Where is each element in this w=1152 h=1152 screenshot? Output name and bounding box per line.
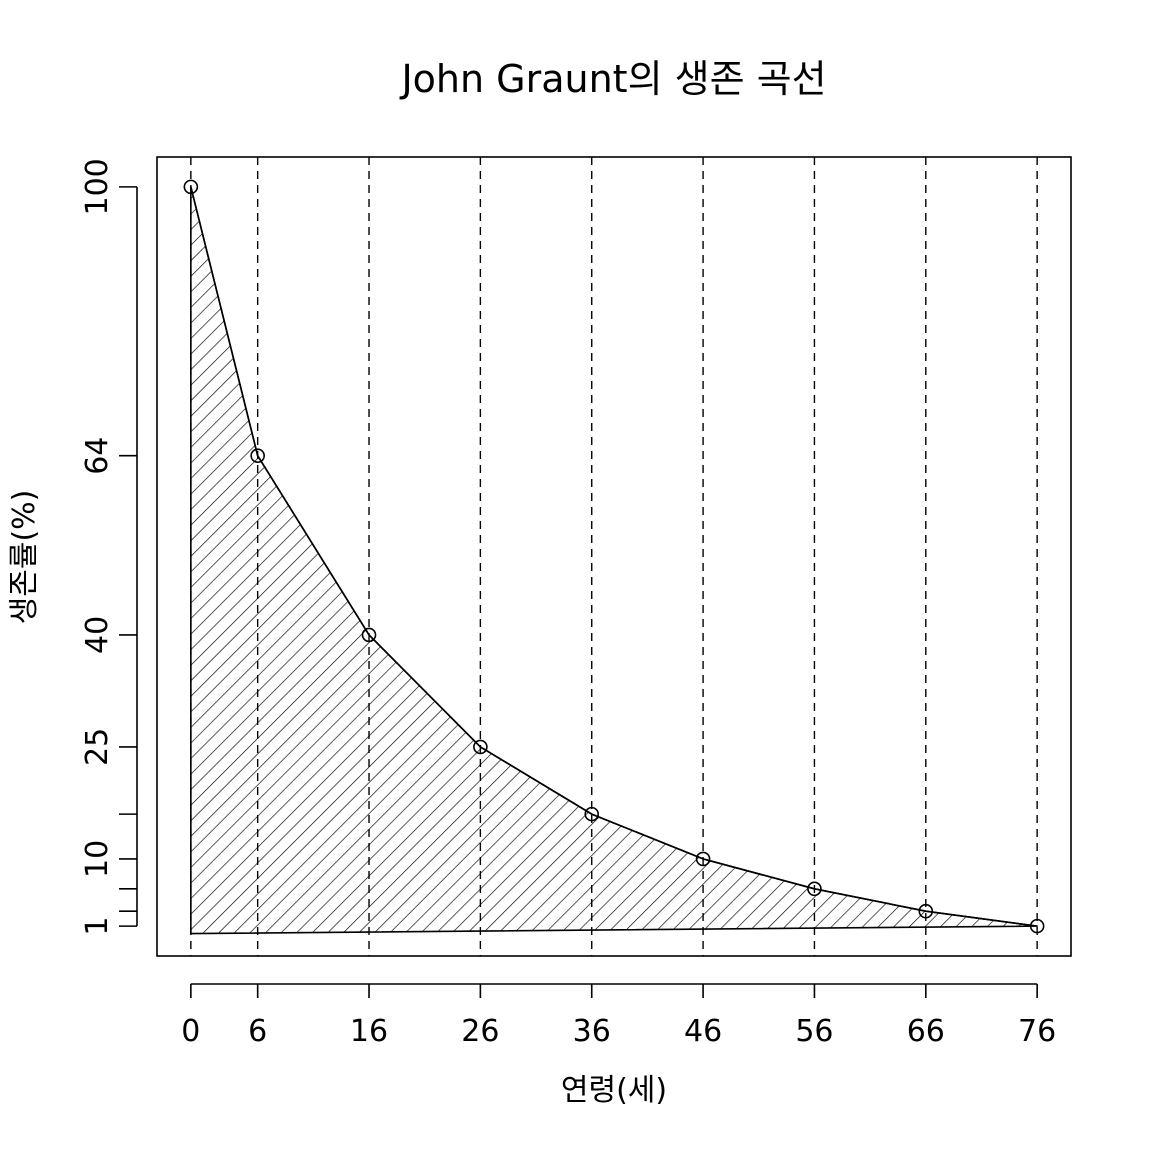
- x-tick-label-56: 56: [795, 1014, 833, 1049]
- y-axis-label: 생존률(%): [7, 490, 42, 625]
- y-tick-label-25: 25: [80, 728, 115, 766]
- hatched-area: [190, 186, 1038, 935]
- y-tick-label-1: 1: [80, 917, 115, 936]
- x-tick-label-36: 36: [573, 1014, 611, 1049]
- data-point-age-26: [473, 739, 488, 755]
- data-point-age-36: [584, 806, 600, 822]
- x-tick-label-16: 16: [350, 1014, 388, 1049]
- data-point-age-56: [807, 881, 822, 897]
- x-tick-label-76: 76: [1018, 1014, 1056, 1049]
- data-point-age-76: [1029, 918, 1045, 934]
- chart-title: John Graunt의 생존 곡선: [399, 57, 826, 101]
- plot-frame: [156, 156, 1072, 957]
- data-point-age-16: [361, 627, 377, 643]
- x-tick-label-66: 66: [907, 1014, 945, 1049]
- x-axis-label: 연령(세): [561, 1073, 667, 1108]
- data-point-age-66: [918, 903, 934, 919]
- x-tick-label-0: 0: [181, 1014, 200, 1049]
- y-tick-label-10: 10: [80, 840, 115, 878]
- y-tick-label-64: 64: [80, 437, 115, 475]
- data-point-age-46: [695, 851, 711, 867]
- data-point-age-6: [250, 448, 265, 463]
- data-point-age-0: [183, 179, 199, 195]
- x-tick-label-26: 26: [461, 1014, 499, 1049]
- y-tick-label-40: 40: [80, 616, 115, 654]
- survival-series-line: [190, 186, 1038, 927]
- x-tick-label-6: 6: [248, 1014, 267, 1049]
- y-tick-label-100: 100: [80, 158, 115, 215]
- x-tick-label-46: 46: [684, 1014, 722, 1049]
